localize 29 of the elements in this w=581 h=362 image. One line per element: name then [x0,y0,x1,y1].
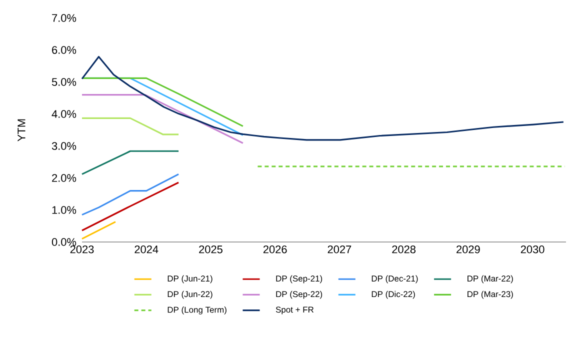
legend-label: DP (Sep-21) [276,275,322,284]
y-tick-label: 0.0% [52,238,76,246]
y-tick-label: 7.0% [52,14,76,22]
legend-label: DP (Jun-22) [168,290,212,299]
line-series [81,173,180,216]
legend-label: DP (Sep-22) [276,290,322,299]
y-tick-label: 4.0% [52,110,76,118]
legend-label: DP (Mar-23) [468,290,513,299]
legend-label: DP (Dic-22) [372,290,415,299]
y-axis-title: YTM [18,119,26,142]
legend-label: DP (Jun-21) [168,275,212,284]
y-tick-label: 2.0% [52,174,76,182]
y-tick-label: 3.0% [52,142,76,150]
line-series [81,56,564,141]
y-tick-label: 1.0% [52,206,76,214]
x-tick-label: 2024 [134,246,158,254]
x-tick-label: 2029 [456,246,480,254]
legend-label: DP (Dec-21) [372,275,418,284]
legend-label: DP (Long Term) [168,306,226,314]
x-tick-label: 2025 [199,246,222,254]
x-tick-label: 2028 [392,246,416,254]
legend-label: DP (Mar-22) [468,275,513,284]
y-tick-label: 6.0% [52,46,76,54]
legend-label: Spot + FR [276,306,314,314]
y-tick-label: 5.0% [52,78,76,86]
x-tick-label: 2030 [520,246,544,254]
x-tick-label: 2027 [328,246,352,254]
x-tick-label: 2023 [70,246,94,254]
x-tick-label: 2026 [263,246,287,254]
